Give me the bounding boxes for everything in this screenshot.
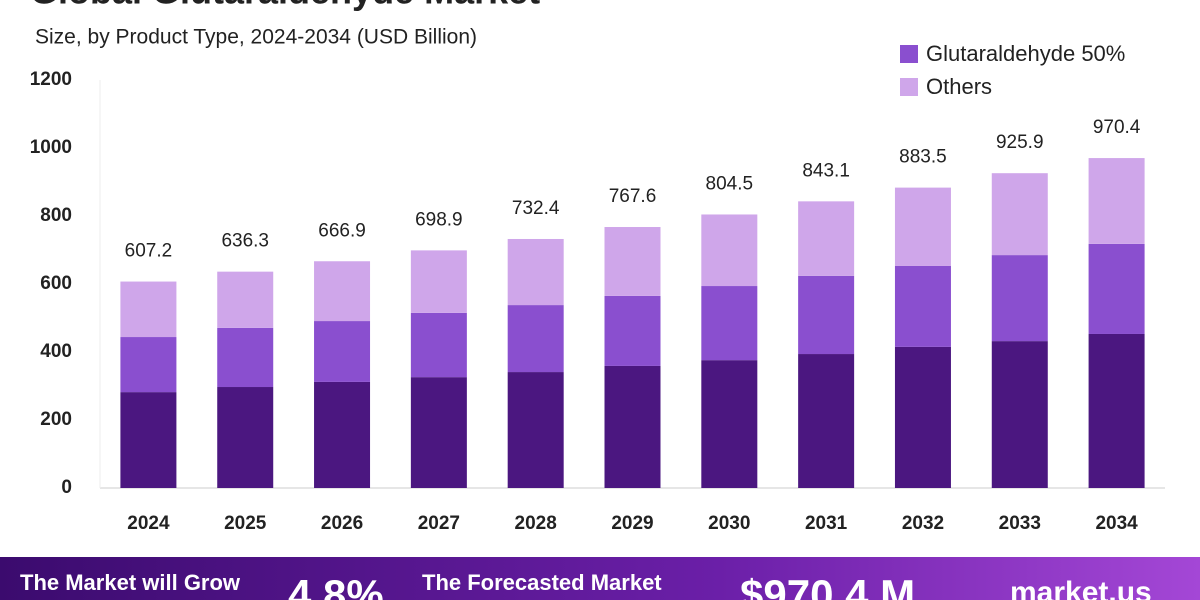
bar-segment xyxy=(604,365,661,488)
bar-segment xyxy=(894,187,951,266)
banner-text: The Market will Grow xyxy=(20,570,241,595)
x-tick-label: 2031 xyxy=(805,513,848,534)
bar-segment xyxy=(120,281,177,338)
x-tick-label: 2025 xyxy=(224,513,267,534)
total-label: 636.3 xyxy=(221,231,269,252)
total-label: 767.6 xyxy=(609,186,657,207)
x-tick-label: 2024 xyxy=(127,513,170,534)
total-label: 883.5 xyxy=(899,147,947,168)
y-tick-label: 200 xyxy=(40,409,72,430)
bar-segment xyxy=(314,381,371,488)
bar-segment xyxy=(1088,333,1145,488)
total-label: 732.4 xyxy=(512,198,560,219)
bar-segment xyxy=(507,372,564,488)
x-tick-label: 2033 xyxy=(999,513,1041,534)
x-tick-label: 2029 xyxy=(611,513,653,534)
bar-segment xyxy=(991,341,1048,488)
x-tick-label: 2034 xyxy=(1095,513,1138,534)
bar-segment xyxy=(604,227,661,296)
banner-cagr: 4.8% xyxy=(288,571,384,600)
bar-segment xyxy=(798,354,855,488)
legend-swatch xyxy=(900,78,918,96)
bar-segment xyxy=(701,286,758,361)
bar-segment xyxy=(410,377,467,488)
banner-value: $970.4 M xyxy=(740,571,915,600)
legend-swatch xyxy=(900,45,918,63)
total-label: 698.9 xyxy=(415,209,463,230)
bar-segment xyxy=(991,255,1048,342)
bar-segment xyxy=(894,346,951,488)
total-label: 607.2 xyxy=(125,241,173,262)
total-label: 970.4 xyxy=(1093,117,1141,138)
y-tick-label: 800 xyxy=(40,205,72,226)
bar-segment xyxy=(701,360,758,488)
bar-segment xyxy=(991,173,1048,256)
total-label: 843.1 xyxy=(802,160,850,181)
bar-segment xyxy=(410,312,467,378)
bar-segment xyxy=(604,295,661,366)
bar-segment xyxy=(314,261,371,322)
bar-segment xyxy=(701,214,758,287)
bar-segment xyxy=(894,265,951,347)
chart-title: Global Glutaraldehyde Market xyxy=(30,0,540,12)
total-label: 804.5 xyxy=(706,173,754,194)
total-label: 925.9 xyxy=(996,132,1044,153)
x-tick-label: 2032 xyxy=(902,513,944,534)
bar-segment xyxy=(217,387,274,488)
bar-segment xyxy=(1088,243,1145,334)
banner-brand: market.us xyxy=(1010,576,1152,600)
x-tick-label: 2027 xyxy=(418,513,460,534)
bar-segment xyxy=(507,305,564,373)
bar-segment xyxy=(507,238,564,306)
y-tick-label: 400 xyxy=(40,341,72,362)
y-tick-label: 0 xyxy=(61,477,72,498)
bar-segment xyxy=(410,250,467,313)
total-label: 666.9 xyxy=(318,220,366,241)
bar-segment xyxy=(1088,158,1145,244)
bar-segment xyxy=(798,275,855,355)
banner-text: The Forecasted Market xyxy=(422,570,662,595)
x-tick-label: 2030 xyxy=(708,513,750,534)
bar-segment xyxy=(217,327,274,388)
bar-segment xyxy=(120,392,177,488)
legend-label: Glutaraldehyde 50% xyxy=(926,41,1125,66)
y-tick-label: 1200 xyxy=(30,69,72,90)
bar-segment xyxy=(798,201,855,276)
y-tick-label: 1000 xyxy=(30,137,72,158)
bar-segment xyxy=(217,271,274,328)
banner xyxy=(0,557,1200,600)
bar-segment xyxy=(120,337,177,393)
chart-subtitle: Size, by Product Type, 2024-2034 (USD Bi… xyxy=(35,26,477,49)
x-tick-label: 2026 xyxy=(321,513,363,534)
legend-label: Others xyxy=(926,74,992,99)
bar-segment xyxy=(314,321,371,382)
y-tick-label: 600 xyxy=(40,273,72,294)
x-tick-label: 2028 xyxy=(515,513,557,534)
